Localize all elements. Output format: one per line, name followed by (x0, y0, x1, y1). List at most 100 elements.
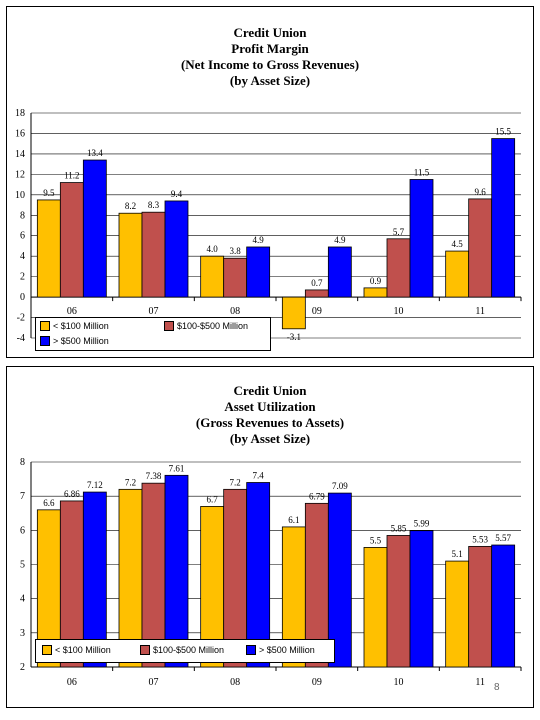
y-tick-label: -4 (17, 333, 25, 344)
chart-title-line: Profit Margin (231, 41, 309, 56)
legend-swatch (164, 321, 174, 331)
bar (141, 211, 166, 298)
y-tick-label: 3 (20, 628, 25, 639)
data-label: 9.6 (475, 187, 487, 197)
bar (118, 212, 143, 298)
y-tick-label: 8 (20, 457, 25, 468)
data-label: 7.2 (230, 477, 241, 487)
asset-utilization-chart-panel: Credit Union Asset Utilization (Gross Re… (6, 366, 534, 708)
legend-swatch (246, 645, 256, 655)
legend-item: < $100 Million (40, 321, 109, 331)
chart-legend: < $100 Million $100-$500 Million > $500 … (35, 317, 271, 351)
data-label: 9.5 (43, 188, 55, 198)
chart-title-line: (by Asset Size) (229, 73, 311, 88)
legend-item: $100-$500 Million (164, 321, 248, 331)
data-label: 4.9 (253, 235, 265, 245)
data-label: 4.0 (207, 244, 219, 254)
chart-title-line: Credit Union (233, 25, 307, 40)
data-label: 5.85 (391, 523, 407, 533)
legend-item: > $500 Million (246, 645, 315, 655)
bar (164, 200, 189, 298)
data-label: 0.9 (370, 276, 382, 286)
bar (164, 474, 189, 668)
bar (468, 545, 493, 668)
chart-title-line: Asset Utilization (224, 399, 316, 414)
y-tick-label: 7 (20, 491, 25, 502)
bar (445, 250, 470, 298)
bar (281, 296, 306, 330)
bar (82, 159, 107, 298)
legend-item: $100-$500 Million (140, 645, 224, 655)
y-tick-label: 2 (20, 272, 25, 283)
legend-label: > $500 Million (259, 645, 315, 655)
chart-title-line: (by Asset Size) (229, 431, 311, 446)
data-label: 5.99 (414, 519, 430, 529)
data-label: 5.1 (452, 549, 463, 559)
data-label: 6.7 (207, 494, 219, 504)
x-tick-label: 10 (394, 677, 404, 688)
y-tick-label: 5 (20, 560, 25, 571)
asset-utilization-plot: 2 3 4 5 6 7 8 6.6 6.86 7.12 06 7.2 7.38 7.61 07 6.7 7.2 7… (20, 457, 522, 688)
bar (36, 199, 61, 298)
data-label: 7.4 (253, 471, 265, 481)
bar (386, 535, 411, 668)
legend-label: < $100 Million (53, 321, 109, 331)
data-label: 4.9 (334, 235, 346, 245)
bar (363, 287, 388, 298)
y-tick-label: 16 (15, 128, 25, 139)
y-tick-label: 14 (15, 149, 25, 160)
legend-swatch (40, 321, 50, 331)
bar (491, 138, 516, 298)
profit-margin-chart-panel: Credit Union Profit Margin (Net Income t… (6, 6, 534, 358)
x-tick-label: 09 (312, 306, 322, 317)
bar (327, 492, 352, 668)
data-label: 6.86 (64, 489, 80, 499)
x-tick-label: 07 (149, 677, 159, 688)
bar (82, 491, 107, 668)
bar (200, 255, 225, 298)
legend-item: > $500 Million (40, 336, 109, 346)
x-tick-label: 06 (67, 677, 77, 688)
legend-swatch (140, 645, 150, 655)
x-tick-label: 11 (475, 677, 485, 688)
bar (223, 257, 248, 298)
data-label: 13.4 (87, 148, 103, 158)
y-tick-label: 4 (20, 594, 25, 605)
bar (445, 560, 470, 668)
data-label: 0.7 (311, 278, 323, 288)
y-tick-label: 6 (20, 231, 25, 242)
y-tick-label: 12 (15, 169, 25, 180)
legend-label: $100-$500 Million (177, 321, 249, 331)
data-label: 7.12 (87, 480, 103, 490)
bar (468, 198, 493, 298)
legend-item: < $100 Million (42, 645, 111, 655)
bar (491, 544, 516, 668)
data-label: 7.2 (125, 477, 136, 487)
x-tick-label: 07 (149, 306, 159, 317)
legend-label: < $100 Million (55, 645, 111, 655)
chart-title-line: (Gross Revenues to Assets) (195, 415, 345, 430)
bar (246, 246, 271, 298)
y-tick-label: 8 (20, 210, 25, 221)
profit-margin-plot: -4 -2 0 2 4 6 8 10 12 14 16 18 9.5 11.2 13.4 06 8.2 8.3 9.… (15, 108, 522, 344)
bar (304, 289, 329, 298)
data-label: 4.5 (452, 239, 464, 249)
data-label: 6.1 (288, 515, 299, 525)
legend-label: $100-$500 Million (153, 645, 225, 655)
chart-title-line: (Net Income to Gross Revenues) (180, 57, 360, 72)
data-label: 7.38 (146, 471, 162, 481)
chart-title: Credit Union Profit Margin (Net Income t… (7, 25, 533, 89)
x-tick-label: 09 (312, 677, 322, 688)
data-label: 3.8 (230, 246, 242, 256)
x-tick-label: 11 (475, 306, 485, 317)
data-label: 8.2 (125, 201, 136, 211)
y-tick-label: -2 (17, 313, 25, 324)
y-tick-label: 4 (20, 251, 25, 262)
data-label: 15.5 (495, 127, 511, 137)
x-tick-label: 08 (230, 677, 240, 688)
legend-label: > $500 Million (53, 336, 109, 346)
data-label: 11.2 (64, 171, 79, 181)
chart-legend: < $100 Million $100-$500 Million > $500 … (35, 639, 335, 663)
bar (386, 238, 411, 298)
data-label: 7.61 (169, 463, 185, 473)
